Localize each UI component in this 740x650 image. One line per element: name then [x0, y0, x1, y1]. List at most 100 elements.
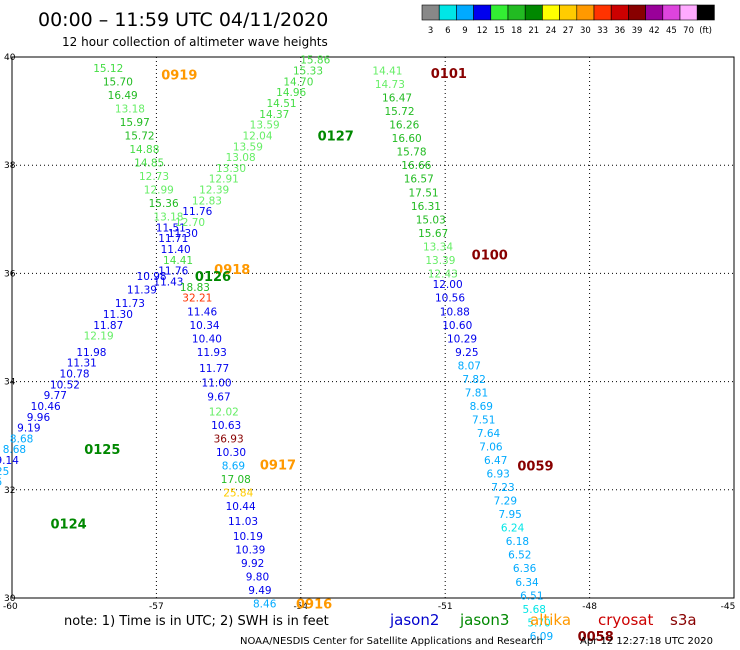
- wave-height-value: 15.12: [93, 63, 123, 75]
- pass-id-label: 0059: [517, 459, 553, 474]
- wave-height-value: 11.30: [168, 228, 198, 240]
- wave-height-value: 16.66: [401, 160, 431, 172]
- track-0125: 8.688.689.148.258.268.038.330125: [0, 433, 120, 488]
- wave-height-value: 10.63: [211, 420, 241, 432]
- legend-bin-label: 3: [428, 26, 433, 36]
- legend-swatch: [456, 4, 474, 21]
- wave-height-value: 11.43: [153, 277, 183, 289]
- legend-swatch: [524, 4, 543, 21]
- wave-height-value: 16.57: [404, 174, 434, 186]
- wave-height-value: 14.85: [134, 157, 164, 169]
- wave-height-value: 14.96: [276, 87, 306, 99]
- wave-height-value: 11.76: [182, 206, 212, 218]
- legend-bin-label: 70: [683, 26, 694, 36]
- legend-swatch: [421, 4, 440, 21]
- map-subtitle: 12 hour collection of altimeter wave hei…: [62, 35, 328, 49]
- wave-height-value: 10.34: [190, 320, 220, 332]
- plot-area: [11, 56, 735, 599]
- wave-height-value: 9.67: [207, 392, 230, 404]
- wave-height-value: 10.60: [442, 320, 472, 332]
- wave-height-value: 10.98: [137, 271, 167, 283]
- wave-height-value: 8.68: [10, 433, 33, 445]
- legend-swatch: [645, 4, 664, 21]
- wave-height-value: 10.46: [31, 401, 61, 413]
- legend-bin-label: 12: [477, 26, 488, 36]
- wave-height-value: 11.87: [93, 320, 123, 332]
- y-tick-label: 38: [4, 161, 16, 171]
- wave-height-value: 10.44: [226, 501, 256, 513]
- x-tick-label: -51: [438, 602, 453, 612]
- wave-height-value: 16.26: [389, 120, 419, 132]
- wave-height-value: 10.88: [440, 306, 470, 318]
- track-0917: 8.6917.0825.8410.4411.0310.1910.399.929.…: [221, 458, 296, 610]
- wave-height-value: 8.68: [3, 444, 26, 456]
- wave-height-value: 11.39: [127, 285, 157, 297]
- wave-height-value: 13.59: [250, 120, 280, 132]
- footer-note: note: 1) Time is in UTC; 2) SWH is in fe…: [64, 614, 329, 629]
- pass-id-label: 0126: [195, 270, 231, 285]
- wave-height-value: 6.52: [508, 550, 531, 562]
- x-tick-label: -57: [149, 602, 164, 612]
- wave-height-value: 7.82: [462, 374, 485, 386]
- wave-height-value: 15.72: [384, 106, 414, 118]
- wave-height-value: 7.95: [498, 509, 521, 521]
- satellite-jason3: jason3: [459, 611, 509, 629]
- wave-height-value: 10.40: [192, 333, 222, 345]
- wave-height-value: 7.81: [465, 387, 488, 399]
- wave-height-value: 14.41: [372, 66, 402, 78]
- wave-height-value: 12.19: [84, 331, 114, 343]
- wave-height-value: 16.60: [392, 133, 422, 145]
- pass-id-label: 0100: [472, 248, 508, 263]
- wave-height-value: 10.39: [235, 544, 265, 556]
- wave-height-value: 17.51: [409, 187, 439, 199]
- wave-height-value: 11.77: [199, 363, 229, 375]
- wave-height-value: 8.69: [470, 401, 493, 413]
- lat-lon-grid: [12, 57, 734, 598]
- track-0919: 15.1215.7016.4913.1815.9715.7214.8814.85…: [93, 63, 197, 267]
- legend-bin-label: 45: [666, 26, 677, 36]
- wave-height-value: 11.71: [158, 233, 188, 245]
- wave-height-value: 15.97: [120, 117, 150, 129]
- y-tick-label: 30: [4, 594, 16, 604]
- wave-height-value: 11.40: [161, 244, 191, 256]
- wave-height-value: 7.51: [472, 414, 495, 426]
- wave-height-value: 6.36: [513, 563, 537, 575]
- wave-height-value: 11.31: [67, 358, 97, 370]
- wave-height-value: 8.69: [222, 460, 245, 472]
- wave-height-value: 5.70: [527, 617, 550, 629]
- wave-height-value: 12.99: [144, 185, 174, 197]
- wave-height-value: 15.03: [416, 214, 446, 226]
- wave-height-value: 5.68: [523, 604, 546, 616]
- pass-id-label: 0919: [161, 68, 197, 83]
- wave-height-value: 9.77: [44, 390, 67, 402]
- legend-bin-label: 27: [563, 26, 574, 36]
- x-tick-label: -48: [582, 602, 597, 612]
- wave-height-value: 12.39: [199, 185, 229, 197]
- satellite-legend: jason2 jason3 altika cryosat s3a: [389, 611, 697, 629]
- legend-unit-label: (ft): [699, 26, 712, 36]
- y-tick-label: 36: [4, 269, 16, 279]
- wave-height-value: 6.51: [520, 590, 543, 602]
- map-title: 00:00 – 11:59 UTC 04/11/2020: [38, 9, 328, 31]
- wave-height-value: 11.73: [115, 298, 145, 310]
- wave-height-value: 13.59: [233, 141, 263, 153]
- wave-height-value: 32.21: [182, 293, 212, 305]
- wave-height-value: 11.30: [103, 309, 133, 321]
- legend-swatch: [559, 4, 578, 21]
- wave-height-value: 8.46: [253, 598, 277, 610]
- track-0058: 0058: [578, 630, 614, 645]
- y-tick-label: 34: [4, 378, 16, 388]
- x-tick-label: -45: [721, 602, 736, 612]
- wave-height-value: 9.80: [246, 571, 269, 583]
- satellite-s3a: s3a: [670, 611, 697, 629]
- wave-height-value: 8.25: [0, 466, 9, 478]
- pass-id-label: 0058: [578, 630, 614, 645]
- pass-id-label: 0124: [51, 517, 87, 532]
- track-0059: 6.937.23 7.297.95 6.246.18 6.526.36 6.346.51…: [486, 459, 553, 642]
- wave-height-value: 15.70: [103, 76, 133, 88]
- wave-height-value: 11.46: [187, 306, 217, 318]
- wave-height-value: 11.00: [202, 378, 232, 390]
